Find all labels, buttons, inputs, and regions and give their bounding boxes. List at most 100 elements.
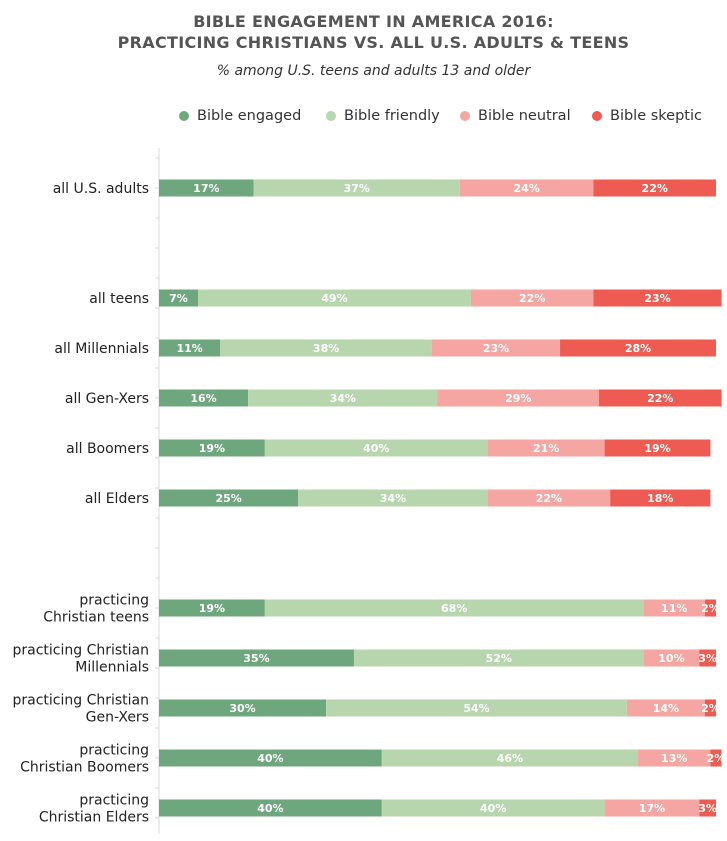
data-label: 29% <box>505 392 531 405</box>
bar-segment <box>159 799 382 817</box>
row-label: practicing Christian <box>12 643 149 659</box>
data-label: 16% <box>190 392 216 405</box>
bar-segment <box>253 179 460 197</box>
bar-segment <box>699 799 716 817</box>
data-label: 19% <box>199 602 225 615</box>
bar-segment <box>593 179 716 197</box>
bar-segment <box>159 289 198 307</box>
legend-item-neutral: Bible neutral <box>460 108 571 124</box>
data-label: 14% <box>653 702 679 715</box>
data-label: 10% <box>658 652 684 665</box>
bar-segment <box>159 599 265 617</box>
data-label: 35% <box>243 652 269 665</box>
row-label: all U.S. adults <box>53 181 149 197</box>
row-label: practicing <box>79 793 149 809</box>
data-label: 46% <box>497 752 523 765</box>
bar-segment <box>159 649 354 667</box>
bar-segment <box>197 289 471 307</box>
bar-segment <box>560 339 716 357</box>
bar-segment <box>704 599 716 617</box>
bar-segment <box>159 749 382 767</box>
bar-segment <box>710 749 722 767</box>
chart-title-line-1: BIBLE ENGAGEMENT IN AMERICA 2016: <box>193 12 554 31</box>
data-label: 11% <box>661 602 687 615</box>
bar-segment <box>643 599 705 617</box>
data-label: 23% <box>644 292 670 305</box>
data-label: 38% <box>313 342 339 355</box>
row-label: practicing Christian <box>12 693 149 709</box>
data-label: 24% <box>513 182 539 195</box>
data-label: 40% <box>363 442 389 455</box>
data-label: 25% <box>215 492 241 505</box>
data-label: 19% <box>199 442 225 455</box>
bar-segment <box>604 799 700 817</box>
legend-swatch <box>179 111 189 121</box>
data-label: 7% <box>169 292 188 305</box>
data-label: 11% <box>176 342 202 355</box>
row-label: all Elders <box>85 491 149 507</box>
bar-segment <box>487 489 611 507</box>
data-label: 49% <box>321 292 347 305</box>
data-label: 13% <box>661 752 687 765</box>
bar-segment <box>264 439 488 457</box>
bar-segment <box>353 649 644 667</box>
bar-segment <box>470 289 594 307</box>
row-label: Millennials <box>75 660 149 676</box>
data-label: 40% <box>257 802 283 815</box>
data-label: 3% <box>698 802 717 815</box>
data-label: 2% <box>701 602 720 615</box>
legend-item-engaged: Bible engaged <box>179 108 301 124</box>
row-label: all Gen-Xers <box>65 391 149 407</box>
data-label: 3% <box>698 652 717 665</box>
bar-segment <box>159 179 254 197</box>
data-label: 22% <box>642 182 668 195</box>
bar-segment <box>610 489 711 507</box>
row-label: Christian Boomers <box>20 760 149 776</box>
legend-item-friendly: Bible friendly <box>326 108 440 124</box>
row-label: Christian Elders <box>39 810 149 826</box>
bar-segment <box>643 649 700 667</box>
legend-swatch <box>592 111 602 121</box>
bar-segment <box>159 339 221 357</box>
data-label: 23% <box>483 342 509 355</box>
data-label: 40% <box>480 802 506 815</box>
bar-segment <box>220 339 432 357</box>
bar-segment <box>298 489 488 507</box>
legend-swatch <box>460 111 470 121</box>
data-label: 28% <box>625 342 651 355</box>
chart-legend: Bible engaged Bible friendly Bible neutr… <box>0 108 727 128</box>
legend-label: Bible neutral <box>478 108 571 124</box>
data-label: 2% <box>701 702 720 715</box>
bar-segment <box>326 699 627 717</box>
bar-segment <box>626 699 705 717</box>
row-label: Christian teens <box>43 610 149 626</box>
data-label: 34% <box>330 392 356 405</box>
bar-segment <box>487 439 605 457</box>
data-label: 18% <box>647 492 673 505</box>
legend-label: Bible skeptic <box>610 108 702 124</box>
legend-swatch <box>326 111 336 121</box>
bar-segment <box>638 749 711 767</box>
data-label: 54% <box>463 702 489 715</box>
data-label: 21% <box>533 442 559 455</box>
data-label: 17% <box>639 802 665 815</box>
bar-segment <box>381 749 639 767</box>
data-label: 52% <box>486 652 512 665</box>
bar-segment <box>699 649 716 667</box>
bar-segment <box>604 439 711 457</box>
bar-segment <box>248 389 438 407</box>
row-label: all teens <box>89 291 149 307</box>
data-label: 68% <box>441 602 467 615</box>
bar-segment <box>593 289 722 307</box>
row-label: practicing <box>79 743 149 759</box>
bar-segment <box>159 439 265 457</box>
legend-label: Bible engaged <box>197 108 302 124</box>
data-label: 40% <box>257 752 283 765</box>
bar-segment <box>159 389 249 407</box>
bar-segment <box>599 389 722 407</box>
data-label: 22% <box>519 292 545 305</box>
bar-segment <box>381 799 605 817</box>
bar-segment <box>437 389 600 407</box>
data-label: 19% <box>644 442 670 455</box>
